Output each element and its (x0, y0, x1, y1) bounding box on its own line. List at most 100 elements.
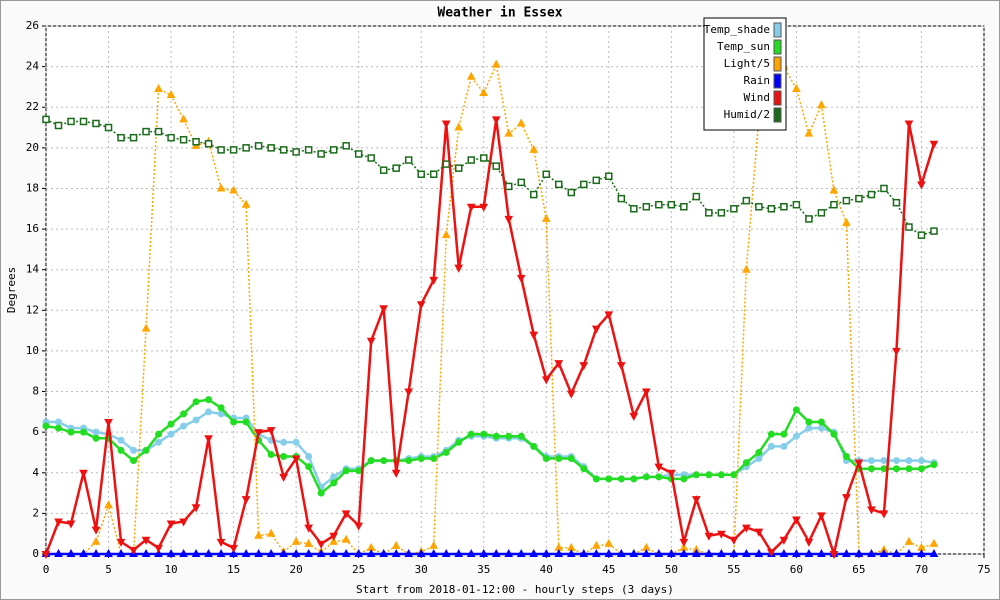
marker (892, 347, 901, 356)
series-line (44, 119, 936, 559)
marker (717, 530, 726, 539)
marker (254, 142, 263, 150)
marker (917, 548, 926, 557)
marker (830, 200, 838, 209)
marker (329, 532, 338, 541)
marker (166, 520, 176, 529)
marker (66, 548, 76, 557)
marker (441, 120, 451, 129)
marker (867, 548, 876, 557)
marker (429, 276, 439, 285)
marker (805, 424, 813, 432)
y-tick-label: 18 (26, 181, 39, 194)
marker (616, 548, 626, 557)
series-group (41, 51, 939, 560)
marker (292, 438, 300, 446)
marker (729, 536, 739, 545)
marker (466, 203, 476, 212)
marker (67, 428, 75, 436)
marker (292, 148, 300, 156)
marker (266, 548, 276, 557)
y-tick-label: 26 (26, 19, 39, 32)
y-tick-label: 8 (32, 385, 39, 398)
marker (155, 430, 163, 438)
marker (242, 144, 250, 152)
marker (842, 548, 851, 557)
x-tick-label: 60 (790, 563, 803, 576)
marker (929, 140, 939, 149)
marker (592, 475, 600, 483)
marker (141, 548, 151, 557)
marker (179, 518, 188, 527)
marker (204, 140, 213, 148)
marker (330, 473, 338, 481)
marker (554, 360, 564, 369)
marker (341, 548, 351, 557)
marker (154, 544, 163, 553)
marker (342, 142, 350, 150)
marker (516, 548, 526, 557)
marker (454, 122, 464, 131)
marker (266, 427, 276, 436)
marker (655, 200, 663, 209)
marker (291, 455, 301, 464)
marker (642, 473, 650, 481)
marker (454, 264, 464, 273)
marker (266, 528, 276, 537)
marker (829, 185, 839, 194)
marker (755, 448, 763, 456)
marker (779, 548, 789, 557)
marker (379, 166, 388, 174)
marker (491, 116, 501, 125)
marker (929, 538, 939, 547)
legend-swatch (773, 73, 782, 89)
marker (904, 548, 914, 557)
marker (742, 548, 751, 557)
y-tick-label: 22 (26, 100, 39, 113)
marker (155, 438, 163, 446)
legend-label: Temp_sun (717, 40, 770, 53)
marker (679, 548, 689, 557)
marker (892, 198, 901, 207)
marker (54, 121, 63, 130)
marker (817, 424, 825, 432)
marker (692, 192, 701, 201)
marker (142, 127, 150, 136)
marker (167, 430, 175, 438)
marker (892, 548, 901, 557)
x-tick-label: 30 (415, 563, 428, 576)
marker (279, 548, 288, 557)
legend-label: Temp_shade (704, 23, 770, 36)
marker (517, 432, 525, 440)
marker (516, 118, 526, 127)
legend-label: Light/5 (724, 57, 770, 70)
marker (92, 428, 100, 436)
marker (880, 184, 888, 193)
marker (180, 410, 188, 418)
marker (79, 117, 88, 126)
marker (680, 202, 688, 211)
x-tick-label: 75 (977, 563, 990, 576)
marker (492, 432, 500, 440)
marker (217, 146, 225, 154)
marker (267, 144, 275, 152)
marker (66, 520, 76, 529)
marker (729, 548, 739, 557)
marker (379, 548, 389, 557)
marker (241, 548, 251, 557)
marker (792, 200, 801, 209)
marker (617, 194, 626, 203)
marker (717, 209, 726, 217)
marker (854, 459, 864, 468)
x-tick-label: 55 (727, 563, 740, 576)
marker (479, 548, 489, 557)
plot-area (45, 25, 985, 555)
marker (842, 217, 851, 226)
x-tick-label: 0 (43, 563, 50, 576)
marker (329, 548, 338, 557)
chart-title: Weather in Essex (437, 6, 562, 21)
marker (492, 162, 500, 170)
marker (530, 190, 538, 199)
marker (166, 89, 176, 99)
marker (192, 416, 200, 424)
